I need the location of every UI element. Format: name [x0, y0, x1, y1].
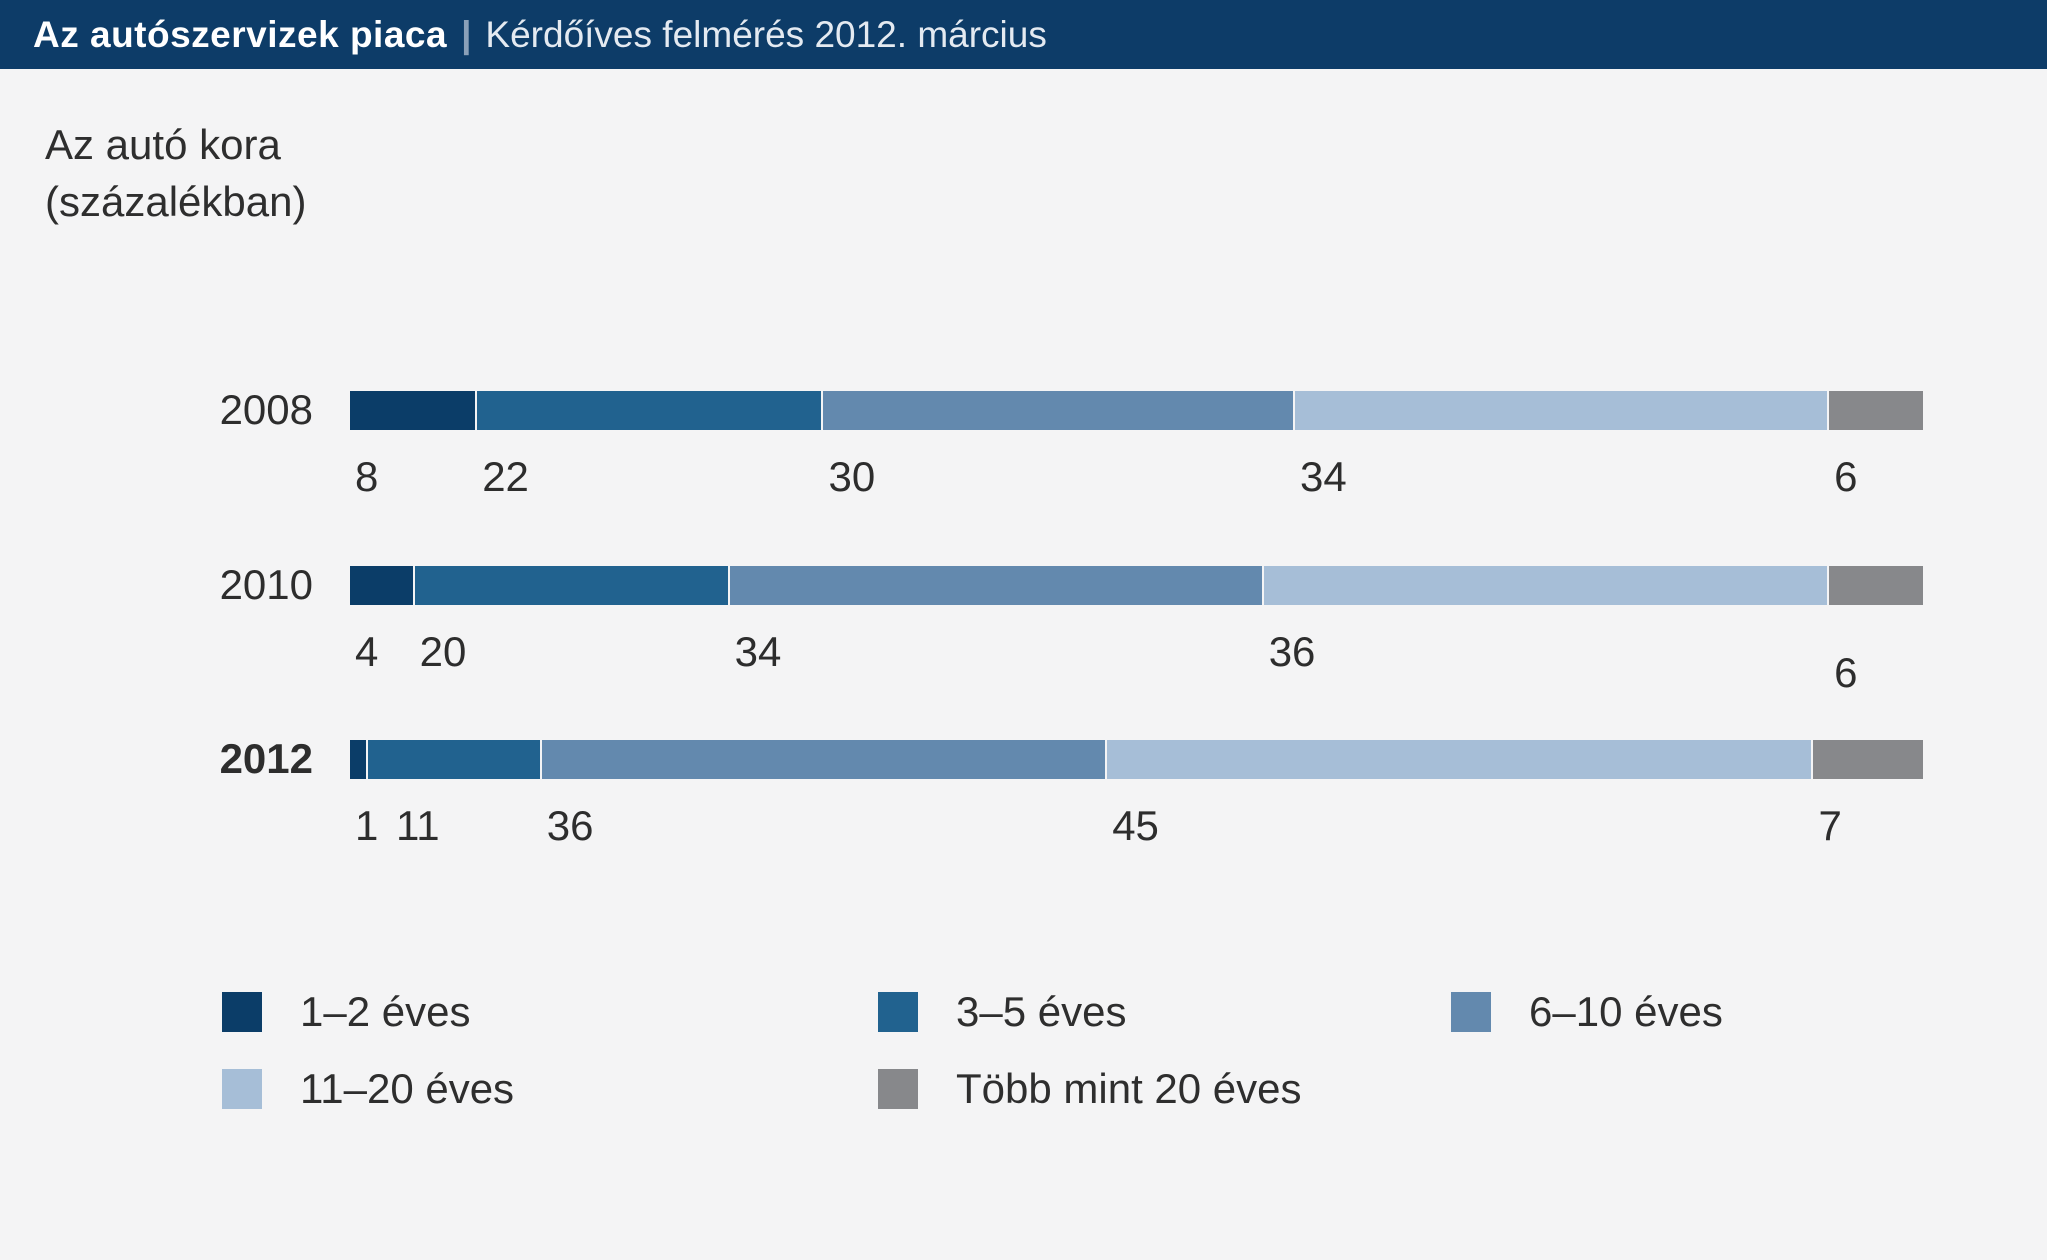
legend-swatch-icon [878, 1069, 918, 1109]
bar-track-2012 [350, 740, 1923, 779]
bar-segment-2010-11–20-éves [1263, 566, 1828, 605]
value-label-2012-11–20-éves: 45 [1112, 802, 1159, 849]
chart-title-line2: (százalékban) [45, 178, 307, 225]
bar-segment-2008-1–2-éves [350, 391, 476, 430]
legend-swatch-icon [1451, 992, 1491, 1032]
bar-segment-2010-1–2-éves [350, 566, 413, 605]
chart-title: Az autó kora (százalékban) [45, 116, 306, 230]
value-label-2010-3–5-éves: 20 [419, 628, 467, 675]
year-label-2012: 2012 [219, 735, 313, 782]
value-label-2012-Több-mint-20-éves: 7 [1818, 802, 1842, 849]
bar-segment-2012-11–20-éves [1107, 740, 1812, 779]
bar-track-2008 [350, 391, 1923, 430]
value-label-2008-3–5-éves: 22 [482, 453, 529, 500]
value-label-2010-11–20-éves: 36 [1268, 628, 1316, 675]
bar-segment-2012-1–2-éves [350, 740, 366, 779]
value-label-2008-11–20-éves: 34 [1300, 453, 1347, 500]
bar-segment-2012-3–5-éves [367, 740, 540, 779]
value-label-2008-1–2-éves: 8 [355, 453, 379, 500]
legend-item-11–20-éves: 11–20 éves [222, 1065, 515, 1112]
value-label-2012-6–10-éves: 36 [546, 802, 594, 849]
bar-segment-2010-3–5-éves [414, 566, 728, 605]
value-label-2010-Több-mint-20-éves: 6 [1834, 649, 1858, 696]
year-label-2010: 2010 [219, 561, 313, 608]
legend-item-Több-mint-20-éves: Több mint 20 éves [878, 1065, 1302, 1112]
value-label-2010-1–2-éves: 4 [355, 628, 379, 675]
year-label-2008: 2008 [219, 386, 313, 433]
legend-label: Több mint 20 éves [956, 1065, 1302, 1112]
header-title: Az autószervizek piaca [33, 13, 448, 55]
value-label-2008-Több-mint-20-éves: 6 [1834, 453, 1858, 500]
legend-label: 11–20 éves [300, 1065, 515, 1112]
header-subtitle: Kérdőíves felmérés 2012. március [485, 13, 1047, 55]
value-label-2012-1–2-éves: 1 [355, 802, 379, 849]
legend-label: 1–2 éves [300, 988, 471, 1035]
bar-segment-2012-6–10-éves [541, 740, 1106, 779]
legend-label: 3–5 éves [956, 988, 1127, 1035]
header-separator: | [461, 13, 472, 55]
value-label-2008-6–10-éves: 30 [828, 453, 876, 500]
bar-segment-2012-Több-mint-20-éves [1813, 740, 1923, 779]
legend-item-1–2-éves: 1–2 éves [222, 988, 471, 1035]
bar-segment-2008-3–5-éves [477, 391, 822, 430]
legend-item-6–10-éves: 6–10 éves [1451, 988, 1723, 1035]
bar-segment-2008-11–20-éves [1294, 391, 1828, 430]
bar-track-2010 [350, 566, 1923, 605]
legend-label: 6–10 éves [1529, 988, 1723, 1035]
bar-segment-2008-Több-mint-20-éves [1829, 391, 1923, 430]
bar-segment-2010-6–10-éves [729, 566, 1262, 605]
chart-title-line1: Az autó kora [45, 121, 281, 168]
legend-swatch-icon [222, 1069, 262, 1109]
header-bar: Az autószervizek piaca | Kérdőíves felmé… [0, 0, 2047, 69]
legend-swatch-icon [222, 992, 262, 1032]
legend-item-3–5-éves: 3–5 éves [878, 988, 1127, 1035]
value-label-2010-6–10-éves: 34 [734, 628, 782, 675]
legend-swatch-icon [878, 992, 918, 1032]
bar-segment-2010-Több-mint-20-éves [1829, 566, 1923, 605]
bar-segment-2008-6–10-éves [823, 391, 1293, 430]
value-label-2012-3–5-éves: 11 [396, 802, 440, 849]
